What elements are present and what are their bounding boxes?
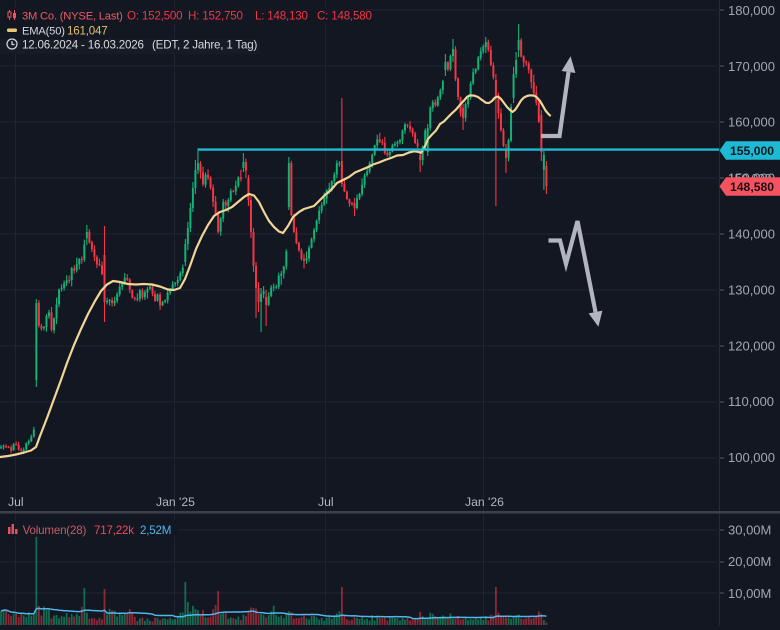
svg-text:10,00M: 10,00M (728, 586, 771, 601)
svg-text:Jul: Jul (318, 495, 334, 509)
svg-text:L: 148,130: L: 148,130 (255, 10, 308, 23)
svg-text:12.06.2024 - 16.03.2026: 12.06.2024 - 16.03.2026 (22, 38, 144, 51)
svg-text:Jan '25: Jan '25 (156, 495, 195, 509)
svg-text:30,00M: 30,00M (728, 523, 771, 538)
svg-text:20,00M: 20,00M (728, 554, 771, 569)
svg-text:161,047: 161,047 (67, 25, 108, 38)
svg-text:EMA(50): EMA(50) (22, 26, 65, 38)
svg-text:Jul: Jul (8, 495, 24, 509)
svg-text:155,000: 155,000 (730, 144, 774, 158)
svg-text:148,580: 148,580 (730, 180, 774, 194)
svg-text:140,000: 140,000 (728, 227, 775, 242)
svg-text:180,000: 180,000 (728, 3, 775, 18)
svg-text:Volumen(28): Volumen(28) (23, 524, 87, 537)
svg-text:130,000: 130,000 (728, 282, 775, 297)
svg-text:Jan '26: Jan '26 (465, 495, 504, 509)
svg-text:110,000: 110,000 (728, 394, 774, 409)
svg-text:717,22k: 717,22k (94, 524, 134, 537)
svg-text:C: 148,580: C: 148,580 (317, 10, 372, 23)
svg-text:H: 152,750: H: 152,750 (188, 10, 243, 23)
svg-text:2,52M: 2,52M (140, 524, 171, 537)
svg-text:3M Co. (NYSE, Last): 3M Co. (NYSE, Last) (22, 11, 123, 23)
svg-text:100,000: 100,000 (728, 450, 775, 465)
svg-text:120,000: 120,000 (728, 338, 775, 353)
svg-text:O: 152,500: O: 152,500 (127, 10, 182, 23)
svg-text:170,000: 170,000 (728, 59, 775, 74)
svg-text:(EDT, 2 Jahre, 1 Tag): (EDT, 2 Jahre, 1 Tag) (152, 38, 257, 51)
svg-text:160,000: 160,000 (728, 115, 775, 130)
